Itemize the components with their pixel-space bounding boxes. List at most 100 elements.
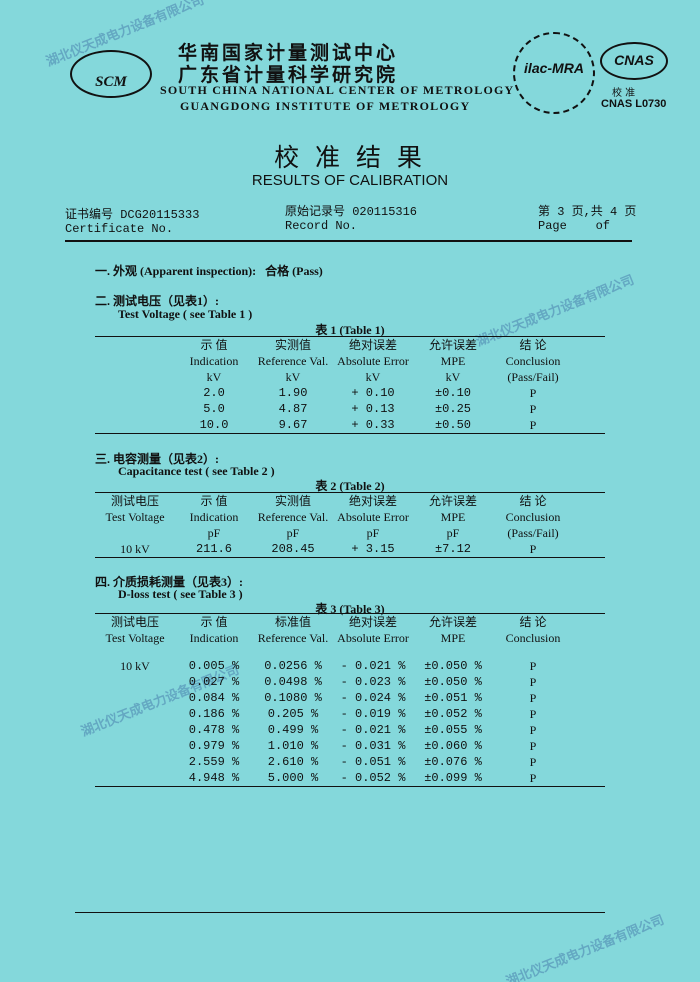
table-cell: 2.610 % (267, 755, 319, 769)
table-cell: 0.979 % (188, 739, 240, 753)
column-header: Test Voltage (105, 631, 165, 645)
column-header: Indication (189, 510, 239, 524)
column-header: pF (207, 526, 221, 540)
table-cell: 0.478 % (188, 723, 240, 737)
table-cell: 1.010 % (267, 739, 319, 753)
column-header: 结 论 (519, 494, 547, 508)
column-header: 测试电压 (110, 615, 159, 629)
table-cell: ±0.099 % (424, 771, 482, 785)
table-cell (95, 690, 175, 706)
watermark: 湖北仪天成电力设备有限公司 (504, 912, 667, 982)
table-cell: 1.90 (278, 386, 308, 400)
table2-capacitance: 测试电压 示 值 实测值 绝对误差 允许误差 结 论 Test Voltage Indicat… (95, 492, 605, 558)
column-header: kV (445, 370, 461, 384)
table-cell: 0.005 % (188, 659, 240, 673)
section-capacitance-en: Capacitance test ( see Table 2 ) (118, 464, 275, 478)
table-header-row: 示 值 实测值 绝对误差 允许误差 结 论 (95, 337, 605, 354)
column-header: (Pass/Fail) (507, 526, 559, 540)
column-header: 允许误差 (428, 615, 477, 629)
column-header: 示 值 (200, 494, 228, 508)
table-header-row: Test Voltage Indication Reference Val. Abso… (95, 630, 605, 646)
table-cell: 0.499 % (267, 723, 319, 737)
table-cell: + 0.13 (351, 402, 395, 416)
scm-logo: SCM (70, 50, 152, 98)
table2-caption: 表 2 (Table 2) (315, 479, 385, 493)
table-cell: 0.027 % (188, 675, 240, 689)
column-header: pF (286, 526, 300, 540)
table-cell: - 0.051 % (340, 755, 406, 769)
column-header: Absolute Error (337, 510, 409, 524)
title-cn: 校 准 结 果 (274, 143, 426, 172)
table-cell: ±7.12 (434, 542, 471, 556)
table-cell: 0.205 % (267, 707, 319, 721)
table-cell (95, 722, 175, 738)
table-cell: ±0.076 % (424, 755, 482, 769)
table-cell (95, 770, 175, 787)
table-cell: P (529, 691, 537, 705)
record-label-en: Record No. (285, 219, 358, 233)
page-label-en: Page of (538, 219, 611, 233)
section-test-voltage-en: Test Voltage ( see Table 1 ) (118, 307, 253, 321)
table-cell (95, 674, 175, 690)
table-cell: ±0.060 % (424, 739, 482, 753)
column-header: 允许误差 (428, 494, 477, 508)
table-row: 10 kV 0.005 % 0.0256 % - 0.021 % ±0.050 % P (95, 658, 605, 674)
table-row: 0.478 % 0.499 % - 0.021 % ±0.055 % P (95, 722, 605, 738)
table-cell: P (529, 707, 537, 721)
footer-divider (75, 912, 605, 913)
column-header: Test Voltage (105, 510, 165, 524)
table-cell: - 0.023 % (340, 675, 406, 689)
column-header: Reference Val. (257, 510, 329, 524)
column-header: 结 论 (519, 615, 547, 629)
column-header: Reference Val. (257, 631, 329, 645)
org-name-en-2: GUANGDONG INSTITUTE OF METROLOGY (180, 99, 471, 113)
table-cell: 5.000 % (267, 771, 319, 785)
page-number: 第 3 页,共 4 页 (538, 205, 637, 219)
table-cell: 4.87 (278, 402, 308, 416)
table-row: 0.979 % 1.010 % - 0.031 % ±0.060 % P (95, 738, 605, 754)
table-cell: - 0.024 % (340, 691, 406, 705)
table-header-row: kV kV kV kV (Pass/Fail) (95, 369, 605, 385)
column-header: Conclusion (505, 354, 561, 368)
table-cell: ±0.050 % (424, 659, 482, 673)
table-cell: P (529, 755, 537, 769)
table-cell: ±0.50 (434, 418, 471, 432)
table-row: 10.0 9.67 + 0.33 ±0.50 P (95, 417, 605, 434)
column-header: pF (366, 526, 380, 540)
column-header: (Pass/Fail) (507, 370, 559, 384)
column-header: 实测值 (274, 494, 311, 508)
table-cell: - 0.021 % (340, 723, 406, 737)
table-cell: 9.67 (278, 418, 308, 432)
table-row: 0.027 % 0.0498 % - 0.023 % ±0.050 % P (95, 674, 605, 690)
column-header (95, 525, 175, 541)
section-test-voltage-cn: 二. 测试电压（见表1）: (95, 294, 219, 308)
table-row: 4.948 % 5.000 % - 0.052 % ±0.099 % P (95, 770, 605, 787)
table3-dloss: 测试电压 示 值 标准值 绝对误差 允许误差 结 论 Test Voltage Indicat… (95, 613, 605, 787)
table-cell (95, 754, 175, 770)
column-header: Indication (189, 354, 239, 368)
table-cell: 208.45 (271, 542, 315, 556)
column-header: 绝对误差 (348, 615, 397, 629)
column-header: kV (206, 370, 222, 384)
column-header: 允许误差 (428, 338, 477, 352)
table-cell: ±0.052 % (424, 707, 482, 721)
table-cell: 0.0498 % (264, 675, 322, 689)
table-cell: 10 kV (120, 542, 150, 556)
table-row: 0.084 % 0.1080 % - 0.024 % ±0.051 % P (95, 690, 605, 706)
table1-test-voltage: 示 值 实测值 绝对误差 允许误差 结 论 Indication Reference Val… (95, 336, 605, 434)
column-header: Absolute Error (337, 354, 409, 368)
table-cell: P (529, 771, 537, 785)
table-cell: 0.084 % (188, 691, 240, 705)
table-header-row: 测试电压 示 值 实测值 绝对误差 允许误差 结 论 (95, 493, 605, 510)
section-capacitance-cn: 三. 电容测量（见表2）: (95, 452, 219, 466)
table-cell: 5.0 (203, 402, 225, 416)
column-header: kV (365, 370, 381, 384)
table-row: 5.0 4.87 + 0.13 ±0.25 P (95, 401, 605, 417)
table-cell: 0.186 % (188, 707, 240, 721)
table-header-row: Indication Reference Val. Absolute Error MP… (95, 353, 605, 369)
table-row: 10 kV 211.6 208.45 + 3.15 ±7.12 P (95, 541, 605, 558)
table-cell (95, 706, 175, 722)
table-cell: P (529, 739, 537, 753)
header-divider (65, 240, 632, 242)
